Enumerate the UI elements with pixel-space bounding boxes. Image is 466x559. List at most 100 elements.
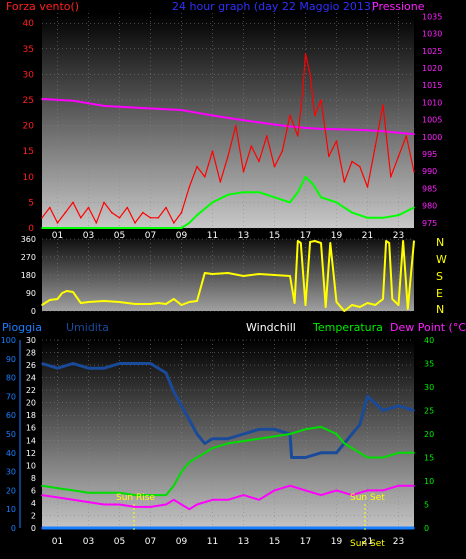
dewpoint-series-point-3: [87, 501, 90, 503]
wind-average-series-point-7: [258, 191, 260, 193]
wind-speed-series-point-37: [314, 114, 316, 117]
pressure-series-point-9: [242, 119, 245, 122]
humidity-series-point-10: [180, 405, 183, 407]
wind-speed-series-point-49: [405, 135, 408, 137]
temperature-series-point-19: [289, 433, 291, 435]
dewpoint-series-point-22: [351, 494, 353, 496]
pressure-series-point-10: [258, 121, 260, 124]
wind-direction-series-point-14: [173, 298, 175, 300]
humidity-y-tick-16: 16: [26, 424, 36, 433]
wind-y-tick-15: 15: [23, 147, 34, 157]
wind-speed-series-point-12: [134, 222, 136, 224]
wind-direction-series-point-20: [227, 272, 229, 274]
rain-y-tick-50: 50: [6, 430, 16, 439]
pressure-y-tick-985: 985: [422, 184, 437, 193]
wind-speed-series-point-16: [165, 206, 167, 209]
humidity-series-point-29: [413, 409, 415, 412]
temperature-series-point-29: [413, 452, 415, 454]
dewpoint-series-point-12: [196, 503, 198, 506]
temperature-series-point-26: [366, 456, 369, 459]
wind-speed-series-point-13: [142, 211, 144, 214]
humidity-y-tick-2: 2: [31, 511, 36, 520]
humidity-series-point-4: [103, 367, 105, 370]
wind-y-tick-0: 0: [28, 224, 34, 234]
wind-direction-series-point-6: [80, 302, 82, 304]
temperature-series-point-28: [397, 452, 400, 454]
pressure-series-point-19: [397, 131, 400, 134]
pressure-y-tick-995: 995: [422, 150, 437, 159]
pressure-y-tick-1030: 1030: [422, 30, 442, 39]
wind-direction-series-point-25: [293, 302, 296, 304]
humidity-series-point-1: [56, 367, 59, 370]
wind-direction-series-point-7: [87, 301, 90, 303]
wind-direction-series-point-35: [343, 310, 346, 312]
dewpoint-series-point-11: [188, 508, 191, 511]
sunrise-annotation: Sun Rise: [116, 493, 155, 503]
humidity-series: [41, 362, 415, 459]
humidity-y-tick-8: 8: [31, 474, 36, 483]
humidity-series-point-23: [335, 452, 338, 454]
rain-series-point-0: [41, 527, 43, 529]
pressure-series-point-15: [335, 128, 338, 131]
humidity-series-point-28: [397, 405, 400, 407]
humidity-series-point-3: [87, 367, 90, 370]
wind-x-tick-19: 19: [331, 231, 343, 241]
wind-average-series-point-17: [366, 217, 369, 219]
pressure-series-point-6: [196, 112, 198, 114]
wind-direction-series-point-43: [391, 298, 394, 300]
humidity-series-point-25: [359, 423, 361, 426]
humidity-x-tick-17: 17: [300, 537, 311, 547]
humidity-series-point-18: [273, 428, 276, 431]
wind-direction-series-point-3: [61, 292, 63, 294]
dewpoint-series-point-13: [211, 499, 214, 501]
pressure-y-tick-1005: 1005: [422, 116, 442, 125]
temperature-series-point-13: [204, 452, 206, 454]
temperature-series-point-5: [118, 492, 121, 494]
pressure-series-point-5: [180, 109, 183, 111]
dewpoint-series-point-0: [41, 494, 43, 496]
humidity-y-tick-26: 26: [26, 361, 36, 370]
pressure-series-point-2: [103, 105, 105, 107]
wind-x-tick-07: 07: [145, 231, 156, 241]
direction-label-s: S: [436, 270, 443, 283]
pressure-series-point-7: [211, 114, 214, 117]
wind-direction-series-point-33: [329, 242, 332, 244]
wind-average-series-point-0: [41, 227, 43, 229]
wind-average-series-point-2: [188, 222, 191, 224]
wind-speed-series-point-26: [242, 170, 245, 173]
wind-direction-series-point-32: [324, 306, 327, 308]
humidity-y-tick-20: 20: [26, 399, 36, 408]
humidity-series-point-7: [149, 362, 152, 365]
dewpoint-series-point-24: [382, 489, 384, 492]
wind-direction-series-point-45: [402, 240, 404, 242]
wind-direction-series-point-28: [304, 304, 307, 306]
wind-y-tick-30: 30: [23, 70, 35, 80]
wind-direction-series-point-41: [385, 240, 387, 242]
wind-x-tick-03: 03: [83, 231, 94, 241]
rain-y-tick-30: 30: [6, 468, 16, 477]
temperature-series-point-23: [343, 442, 346, 445]
wind-direction-series-point-18: [204, 272, 206, 274]
dewpoint-series-point-9: [173, 499, 175, 501]
wind-direction-series-point-8: [103, 300, 105, 302]
wind-direction-series-point-15: [180, 304, 183, 306]
pressure-series-point-0: [41, 98, 43, 100]
wind-direction-series-point-2: [56, 298, 59, 300]
humidity-series-point-6: [134, 362, 136, 365]
temperature-series-point-20: [304, 428, 307, 431]
wind-speed-series-point-0: [41, 217, 43, 219]
wind-direction-series-point-12: [157, 302, 160, 304]
wind-direction-series-point-23: [273, 274, 276, 276]
wind-direction-series-point-4: [66, 290, 68, 292]
direction-y-tick-0: 0: [31, 307, 36, 316]
wind-speed-series-point-27: [250, 145, 253, 147]
wind-x-tick-15: 15: [269, 231, 280, 241]
pressure-series-point-12: [289, 125, 291, 128]
temp-y-tick-0: 0: [424, 524, 429, 533]
pressure-series-point-3: [134, 106, 136, 109]
wind-direction-series-point-11: [149, 303, 152, 305]
wind-average-series-point-15: [335, 201, 338, 204]
pressure-series-point-8: [227, 117, 229, 119]
direction-label-e: E: [436, 287, 443, 300]
rain-y-tick-60: 60: [6, 411, 16, 420]
